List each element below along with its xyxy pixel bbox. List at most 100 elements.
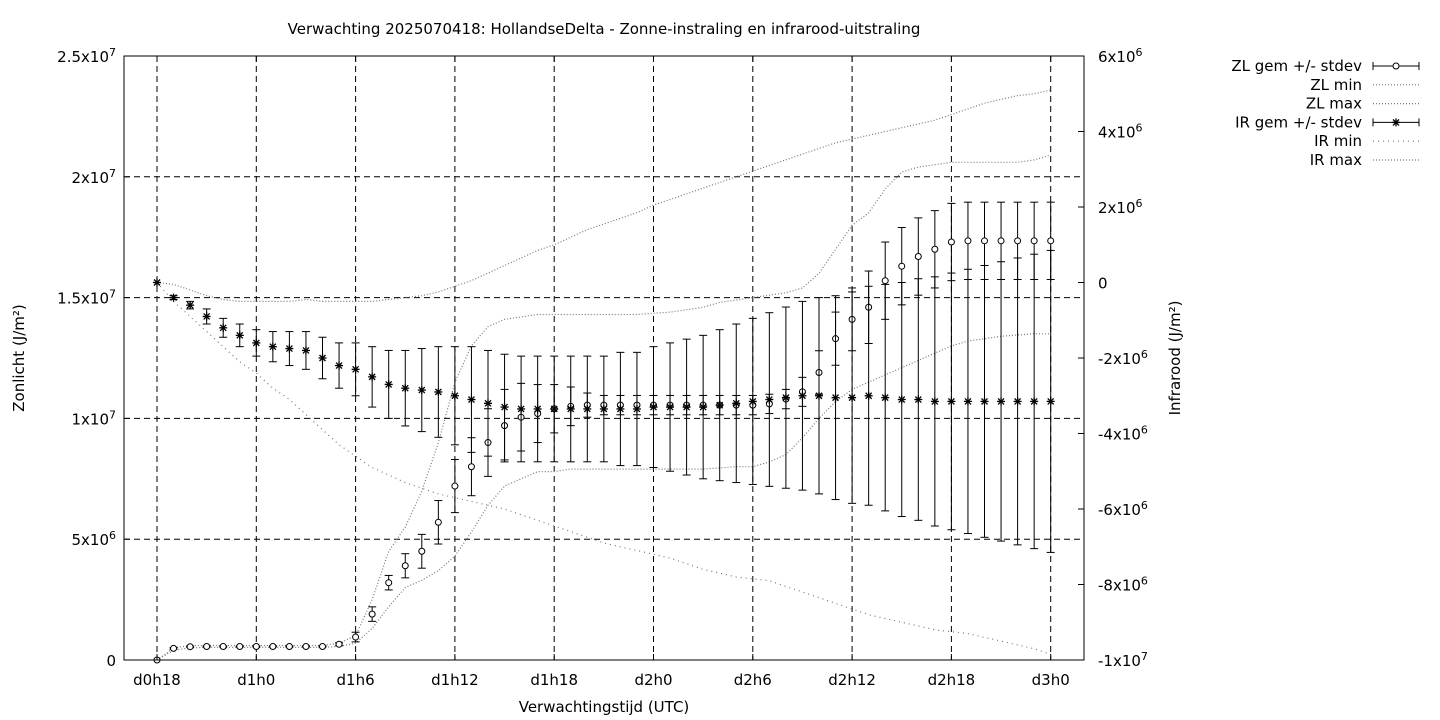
- chart-title: Verwachting 2025070418: HollandseDelta -…: [288, 20, 921, 38]
- zl-mean-point: [319, 642, 326, 650]
- marker-stroke: [865, 392, 873, 400]
- zl-mean-point: [219, 642, 227, 650]
- ir-mean-point: [997, 397, 1006, 406]
- x-tick-label: d1h0: [237, 671, 275, 689]
- ir-mean-point: [930, 397, 939, 406]
- ir-mean-point: [517, 404, 526, 413]
- marker-stroke: [252, 339, 260, 347]
- zl-mean-point: [385, 579, 393, 587]
- marker-stroke: [782, 394, 790, 402]
- marker-stroke: [401, 384, 409, 392]
- marker-stroke: [418, 386, 426, 394]
- zl-mean-point: [898, 262, 906, 270]
- marker-stroke: [534, 405, 542, 413]
- zl-mean-point: [269, 642, 277, 650]
- ir-mean-point: [1046, 397, 1055, 406]
- ir-mean-point: [484, 399, 492, 408]
- marker-stroke: [153, 279, 161, 286]
- ir-mean-point: [1013, 397, 1022, 406]
- marker-stroke: [1030, 397, 1038, 405]
- marker-stroke: [269, 343, 277, 351]
- x-tick-label: d2h12: [828, 671, 876, 689]
- y2-tick-label: 0: [1098, 275, 1108, 293]
- zl-mean-point: [931, 245, 939, 253]
- marker-stroke: [319, 354, 326, 362]
- x-tick-label: d1h6: [337, 671, 375, 689]
- ir-mean-point: [318, 354, 327, 362]
- ir-mean-point: [715, 401, 724, 410]
- x-tick-label: d0h18: [133, 671, 181, 689]
- ir-mean-point: [963, 397, 972, 406]
- ir-mean-point: [864, 391, 873, 400]
- ir-mean-point: [401, 384, 410, 393]
- zl-mean-point: [997, 237, 1005, 245]
- axes: d0h18 d1h0 d1h6 d1h12 d1h18 d2h0 d2h6 d2h12 d2h1…: [57, 46, 1148, 689]
- ir-mean-point: [467, 395, 476, 404]
- legend-entry-zl-mean: ZL gem +/- stdev: [1231, 57, 1420, 75]
- zl-mean-point: [1030, 237, 1038, 245]
- ir-mean-point: [169, 293, 178, 302]
- zl-mean-point: [418, 547, 426, 555]
- y-tick-label: 0: [106, 652, 116, 670]
- marker-stroke: [898, 396, 906, 403]
- ir-mean-point: [533, 404, 542, 413]
- marker-stroke: [666, 403, 674, 411]
- ir-mean-point: [583, 404, 592, 413]
- legend-label: IR min: [1314, 132, 1362, 150]
- y-tick-label: 1.5x107: [57, 288, 116, 308]
- legend-label: ZL gem +/- stdev: [1231, 57, 1362, 75]
- zl-mean-point: [451, 482, 459, 490]
- marker-stroke: [1047, 397, 1055, 405]
- zl-mean-point: [981, 237, 988, 245]
- ir-mean-point: [699, 403, 708, 412]
- ir-mean-point: [450, 391, 459, 400]
- legend-label: IR max: [1310, 151, 1362, 169]
- marker-stroke: [600, 405, 608, 413]
- marker-stroke: [236, 331, 244, 339]
- ir-mean-point: [881, 393, 890, 402]
- ir-mean-point: [219, 323, 228, 332]
- marker-stroke: [981, 397, 988, 405]
- ir-mean-point: [550, 404, 559, 413]
- marker-stroke: [352, 365, 360, 373]
- zl-mean-point: [434, 518, 442, 526]
- marker-stroke: [451, 392, 459, 400]
- ir-mean-point: [732, 399, 741, 408]
- zl-mean-point: [467, 463, 475, 471]
- x-axis-label: Verwachtingstijd (UTC): [519, 698, 690, 716]
- ir-mean-point: [798, 391, 807, 400]
- marker-stroke: [219, 324, 227, 332]
- y2-tick-label: -6x106: [1098, 499, 1148, 519]
- ir-mean-point: [682, 403, 691, 412]
- marker-stroke: [567, 405, 575, 413]
- ir-mean-point: [301, 346, 310, 355]
- legend-label: ZL max: [1306, 95, 1362, 113]
- marker-stroke: [881, 394, 889, 402]
- zl-mean-point: [352, 633, 360, 641]
- marker-stroke: [815, 392, 823, 400]
- zl-mean-point: [881, 277, 889, 285]
- x-tick-label: d2h18: [928, 671, 976, 689]
- y2-tick-label: 4x106: [1098, 122, 1143, 142]
- y-tick-label: 2x107: [71, 167, 116, 187]
- zl-mean-point: [914, 253, 922, 261]
- marker-stroke: [335, 362, 343, 370]
- plot-lines: [153, 89, 1055, 664]
- x-tick-label: d1h18: [530, 671, 578, 689]
- zl-mean-point: [302, 642, 310, 650]
- legend-marker: [1392, 118, 1400, 127]
- marker-stroke: [550, 405, 558, 413]
- marker-stroke: [368, 373, 376, 381]
- ir-mean-point: [368, 372, 377, 381]
- y-axis-label: Zonlicht (J/m²): [10, 304, 28, 412]
- marker-stroke: [997, 397, 1005, 405]
- ir-mean-point: [252, 338, 261, 347]
- marker-stroke: [732, 399, 740, 407]
- marker-stroke: [170, 294, 178, 302]
- zl-mean-point: [401, 562, 409, 570]
- marker-stroke: [716, 401, 724, 409]
- marker-stroke: [517, 405, 525, 413]
- ir-mean-point: [980, 397, 989, 406]
- zl-mean-point: [186, 643, 194, 651]
- marker-stroke: [186, 301, 194, 309]
